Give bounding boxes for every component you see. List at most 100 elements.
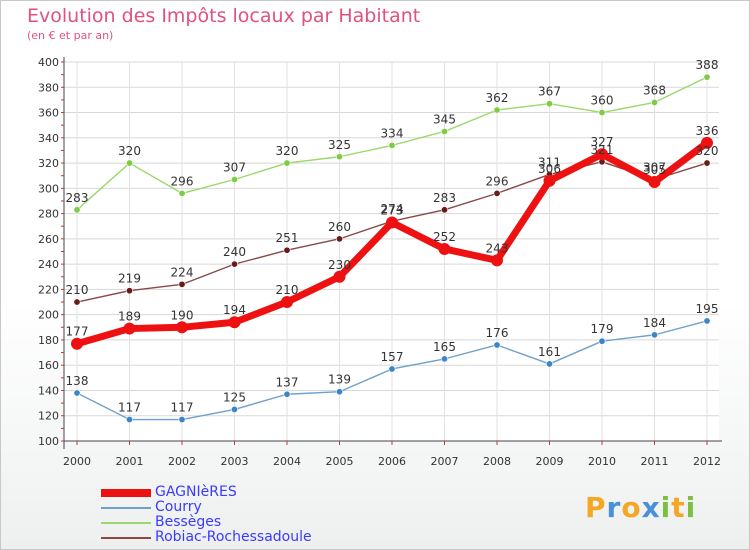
data-point-courry xyxy=(335,388,343,396)
legend-swatch xyxy=(101,522,151,524)
y-tick-label: 340 xyxy=(38,132,59,145)
logo-letter: P xyxy=(585,491,607,524)
data-point-bess-ges xyxy=(388,141,396,149)
data-point-bess-ges xyxy=(231,175,239,183)
data-label-bess-ges: 345 xyxy=(433,112,456,126)
data-labels: 138 117 117 125 137 139 157 165 176 161 179 184 195 2… xyxy=(66,58,719,414)
legend-label: Robiac-Rochessadoule xyxy=(155,529,312,545)
data-label-bess-ges: 296 xyxy=(171,174,194,188)
x-tick-label: 2003 xyxy=(221,455,249,468)
data-point-gagni-res xyxy=(648,176,661,189)
legend-label: Bessèges xyxy=(155,514,222,530)
chart-title: Evolution des Impôts locaux par Habitant xyxy=(27,5,421,27)
data-point-courry xyxy=(493,341,501,349)
data-point-gagni-res xyxy=(228,316,241,329)
logo-letter: o xyxy=(621,491,642,524)
data-label-courry: 195 xyxy=(696,302,719,316)
data-point-gagni-res xyxy=(543,174,556,187)
data-point-bess-ges xyxy=(283,159,291,167)
data-point-gagni-res xyxy=(333,270,346,283)
data-label-gagni-res: 327 xyxy=(591,135,614,149)
data-label-gagni-res: 305 xyxy=(643,163,666,177)
data-point-courry xyxy=(283,390,291,398)
data-point-gagni-res xyxy=(281,296,293,309)
data-point-gagni-res xyxy=(386,216,398,229)
logo-letter: r xyxy=(606,491,622,524)
y-tick-label: 260 xyxy=(38,233,59,246)
data-label-robiac-rochessadoule: 251 xyxy=(276,231,299,245)
data-label-robiac-rochessadoule: 210 xyxy=(66,283,89,297)
y-tick-label: 100 xyxy=(38,435,59,448)
data-label-robiac-rochessadoule: 219 xyxy=(118,272,141,286)
data-label-courry: 125 xyxy=(223,390,246,404)
data-point-robiac-rochessadoule xyxy=(283,246,291,254)
data-label-courry: 176 xyxy=(486,326,509,340)
x-tick-label: 2004 xyxy=(273,455,301,468)
data-label-bess-ges: 388 xyxy=(696,58,719,72)
data-label-robiac-rochessadoule: 296 xyxy=(486,174,509,188)
y-tick-label: 220 xyxy=(38,283,59,296)
data-label-bess-ges: 334 xyxy=(381,126,404,140)
data-label-courry: 139 xyxy=(328,373,351,387)
data-point-gagni-res xyxy=(596,148,608,161)
data-label-robiac-rochessadoule: 283 xyxy=(433,191,456,205)
legend-label: GAGNIèRES xyxy=(155,484,237,500)
data-point-courry xyxy=(126,416,134,424)
legend-label: Courry xyxy=(155,499,202,515)
data-point-bess-ges xyxy=(650,98,658,106)
data-point-courry xyxy=(440,355,448,363)
y-tick-label: 120 xyxy=(38,410,59,423)
x-tick-label: 2008 xyxy=(483,455,511,468)
y-tick-label: 320 xyxy=(38,157,59,170)
data-label-bess-ges: 325 xyxy=(328,138,351,152)
data-label-courry: 117 xyxy=(171,401,194,415)
data-point-courry xyxy=(650,331,658,339)
data-label-gagni-res: 189 xyxy=(118,310,141,324)
data-label-bess-ges: 367 xyxy=(538,85,561,99)
data-label-bess-ges: 283 xyxy=(66,191,89,205)
data-point-gagni-res xyxy=(701,136,713,149)
data-point-bess-ges xyxy=(545,100,553,108)
proxiti-logo: Proxiti xyxy=(585,491,696,524)
data-label-gagni-res: 190 xyxy=(171,308,194,322)
data-label-courry: 179 xyxy=(591,322,614,336)
data-point-robiac-rochessadoule xyxy=(73,298,81,306)
data-point-gagni-res xyxy=(71,337,83,350)
data-label-gagni-res: 210 xyxy=(276,283,299,297)
data-point-bess-ges xyxy=(440,127,448,135)
data-point-courry xyxy=(388,365,396,373)
data-label-courry: 137 xyxy=(276,375,299,389)
data-label-gagni-res: 194 xyxy=(223,303,246,317)
legend-swatch xyxy=(101,507,151,509)
data-label-robiac-rochessadoule: 307 xyxy=(643,160,666,174)
y-tick-label: 240 xyxy=(38,258,59,271)
data-point-bess-ges xyxy=(598,109,606,117)
y-tick-label: 300 xyxy=(38,182,59,195)
x-tick-label: 2007 xyxy=(431,455,459,468)
data-point-bess-ges xyxy=(126,159,134,167)
series-group xyxy=(71,73,713,424)
data-label-courry: 161 xyxy=(538,345,561,359)
data-label-bess-ges: 320 xyxy=(118,144,141,158)
data-label-gagni-res: 243 xyxy=(486,241,509,255)
y-tick-label: 400 xyxy=(38,56,59,69)
x-tick-label: 2012 xyxy=(693,455,721,468)
data-label-robiac-rochessadoule: 320 xyxy=(696,144,719,158)
x-tick-label: 2000 xyxy=(63,455,91,468)
logo-letter: i xyxy=(685,491,697,524)
data-point-robiac-rochessadoule xyxy=(703,159,711,167)
chart-subtitle: (en € et par an) xyxy=(27,29,114,42)
y-tick-label: 200 xyxy=(38,309,59,322)
data-point-bess-ges xyxy=(493,106,501,114)
data-label-robiac-rochessadoule: 274 xyxy=(381,202,404,216)
data-label-bess-ges: 362 xyxy=(486,91,509,105)
y-tick-label: 380 xyxy=(38,81,59,94)
y-tick-label: 180 xyxy=(38,334,59,347)
data-label-robiac-rochessadoule: 224 xyxy=(171,265,194,279)
logo-letter: i xyxy=(660,491,672,524)
grid xyxy=(64,61,719,442)
data-label-gagni-res: 336 xyxy=(696,124,719,138)
axes: 100 120 140 160 180 200 220 240 260 280 300 320 340 3… xyxy=(38,56,722,468)
